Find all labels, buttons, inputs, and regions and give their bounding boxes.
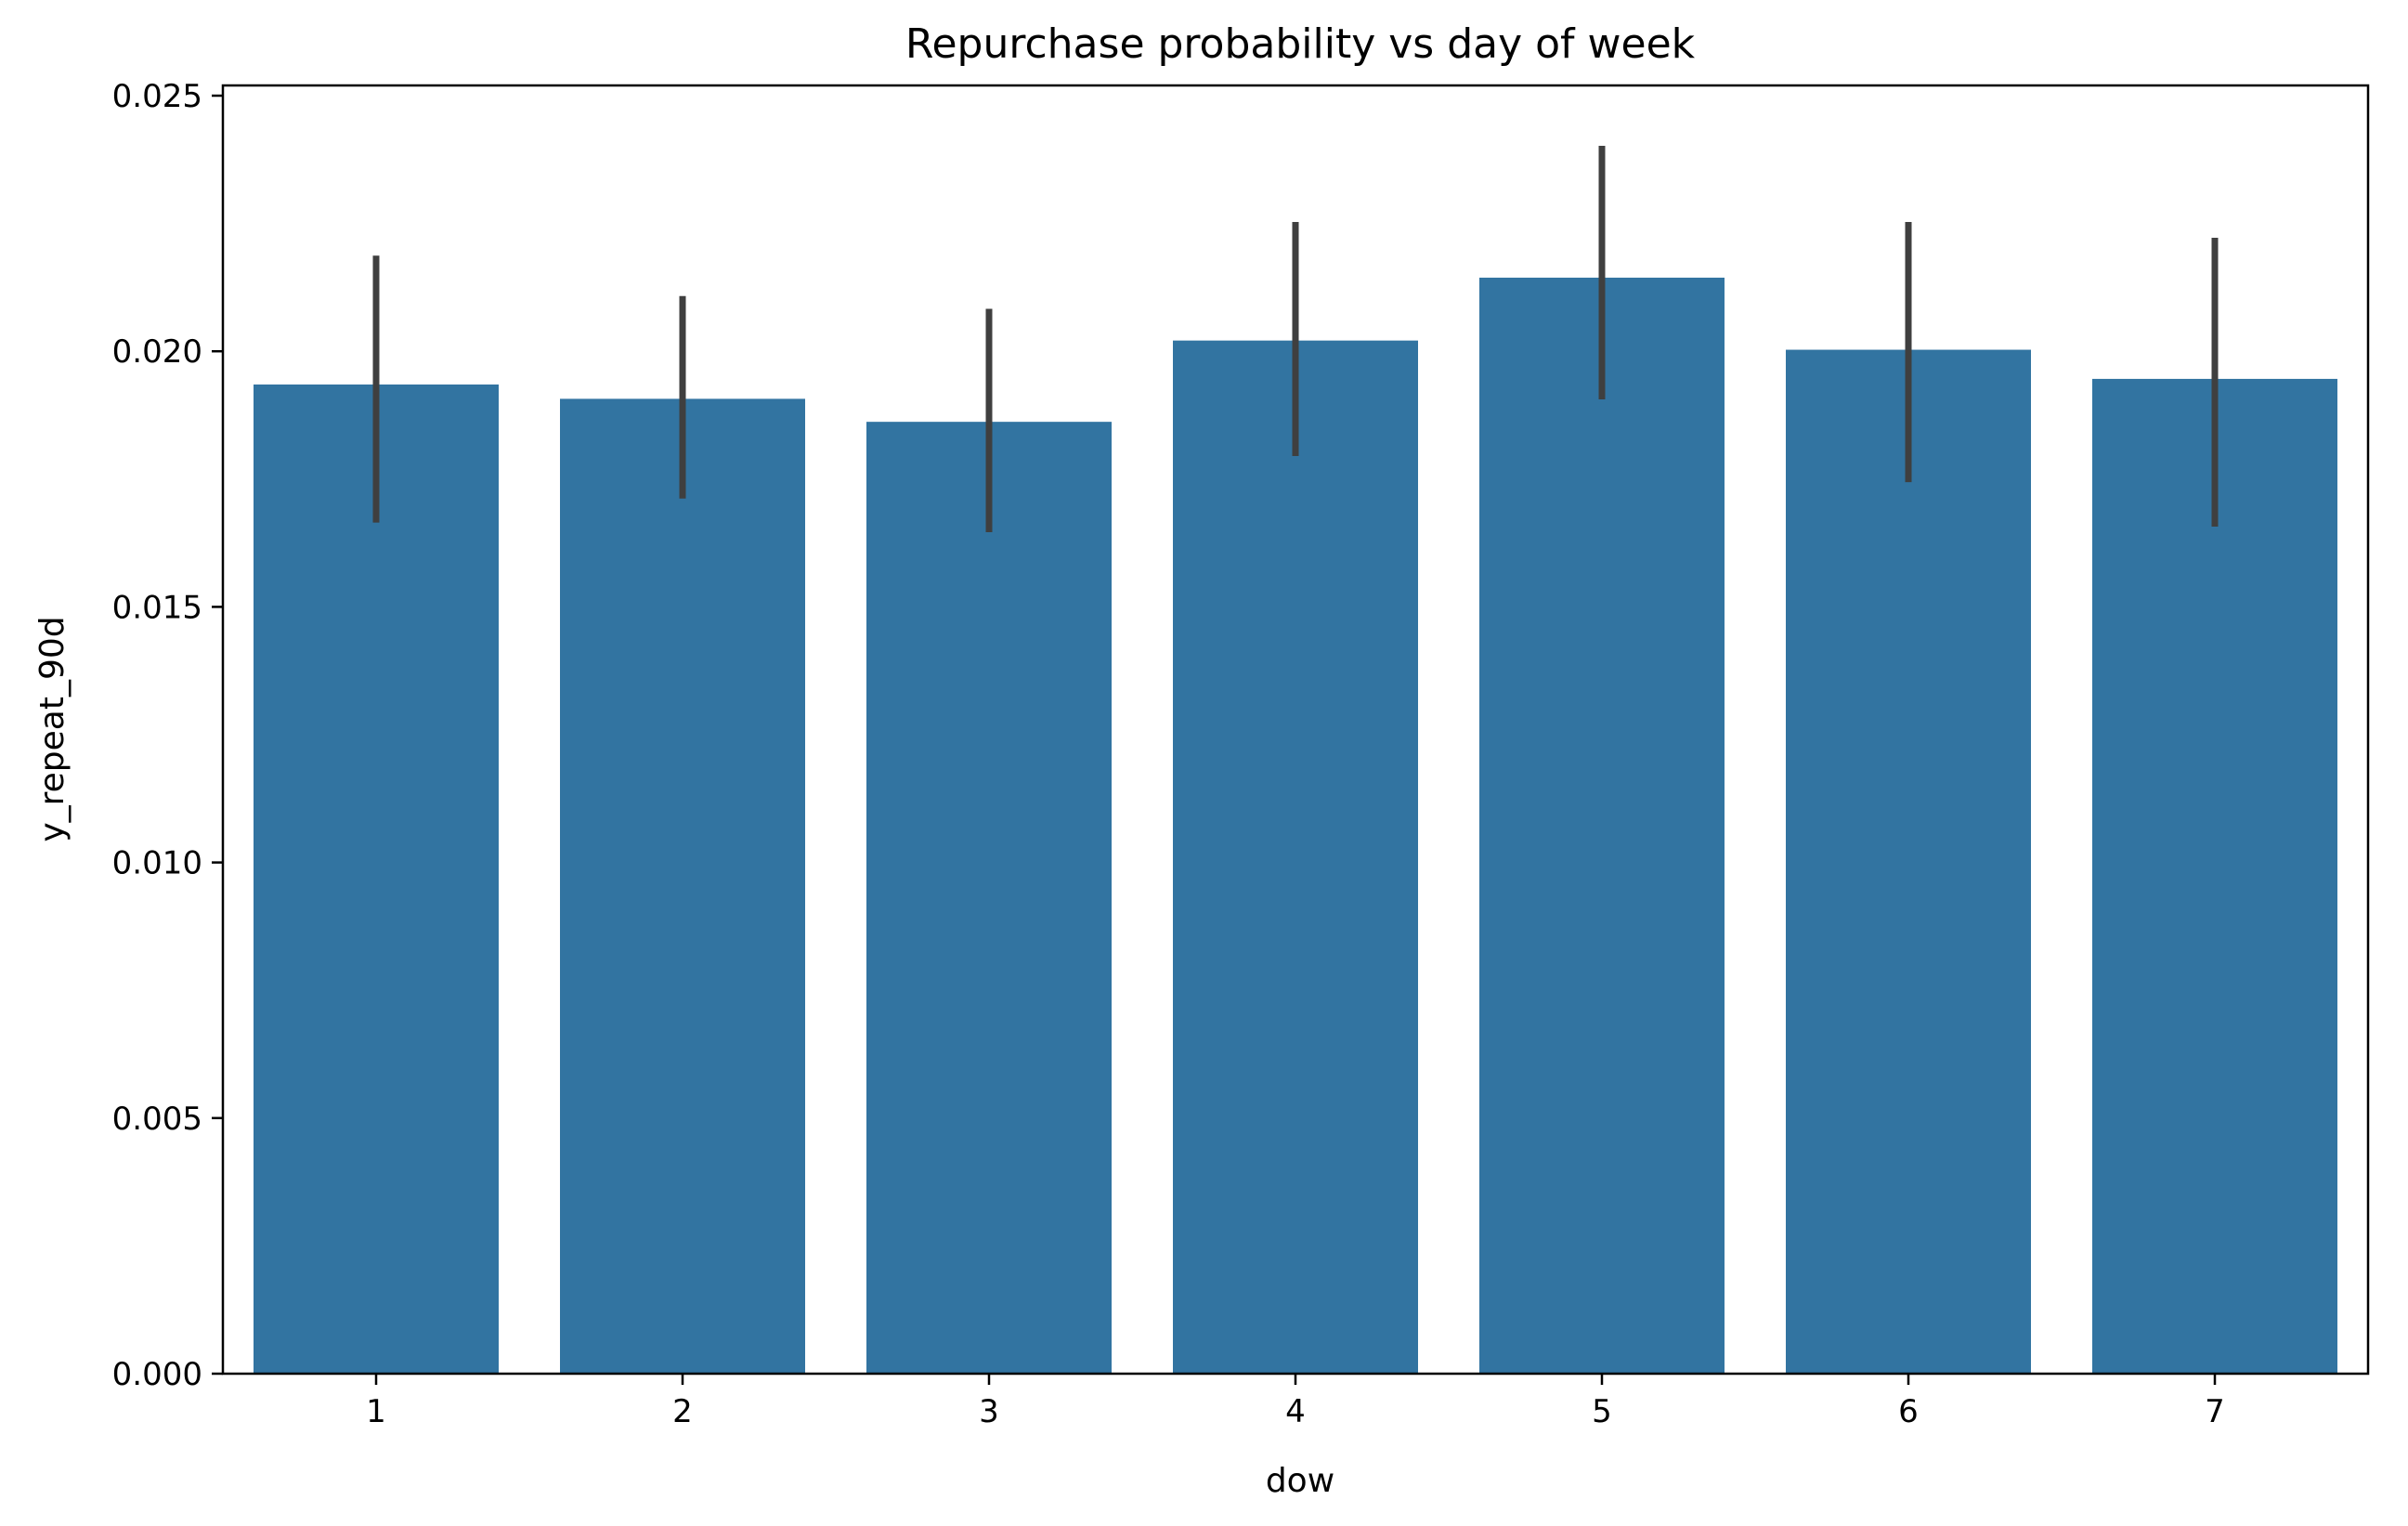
y-tick-label: 0.015: [112, 589, 202, 626]
chart-title: Repurchase probability vs day of week: [905, 20, 1696, 68]
x-tick-label: 1: [366, 1393, 386, 1430]
bar-dow-2: [560, 398, 805, 1374]
x-tick-label: 6: [1898, 1393, 1919, 1430]
x-tick-label: 3: [979, 1393, 999, 1430]
y-tick-label: 0.010: [112, 845, 202, 882]
y-tick-label: 0.025: [112, 78, 202, 115]
bar-dow-1: [254, 384, 499, 1374]
bar-dow-3: [866, 422, 1112, 1374]
y-axis: 0.000 0.005 0.010 0.015 0.020 0.025: [112, 78, 223, 1393]
y-tick-label: 0.020: [112, 333, 202, 371]
x-tick-label: 2: [672, 1393, 693, 1430]
bar-dow-7: [2092, 378, 2337, 1375]
bar-dow-5: [1479, 277, 1725, 1374]
bars-group: [254, 277, 2337, 1375]
y-tick-label: 0.000: [112, 1356, 202, 1393]
x-axis: 1 2 3 4 5 6 7: [366, 1374, 2225, 1430]
x-tick-label: 4: [1285, 1393, 1306, 1430]
bar-dow-4: [1173, 340, 1418, 1375]
bar-dow-6: [1786, 349, 2031, 1374]
x-axis-label: dow: [1266, 1462, 1334, 1500]
error-bars-group: [372, 145, 2219, 533]
y-tick-label: 0.005: [112, 1101, 202, 1138]
x-tick-label: 7: [2205, 1393, 2225, 1430]
x-tick-label: 5: [1592, 1393, 1612, 1430]
y-axis-label: y_repeat_90d: [33, 616, 72, 841]
